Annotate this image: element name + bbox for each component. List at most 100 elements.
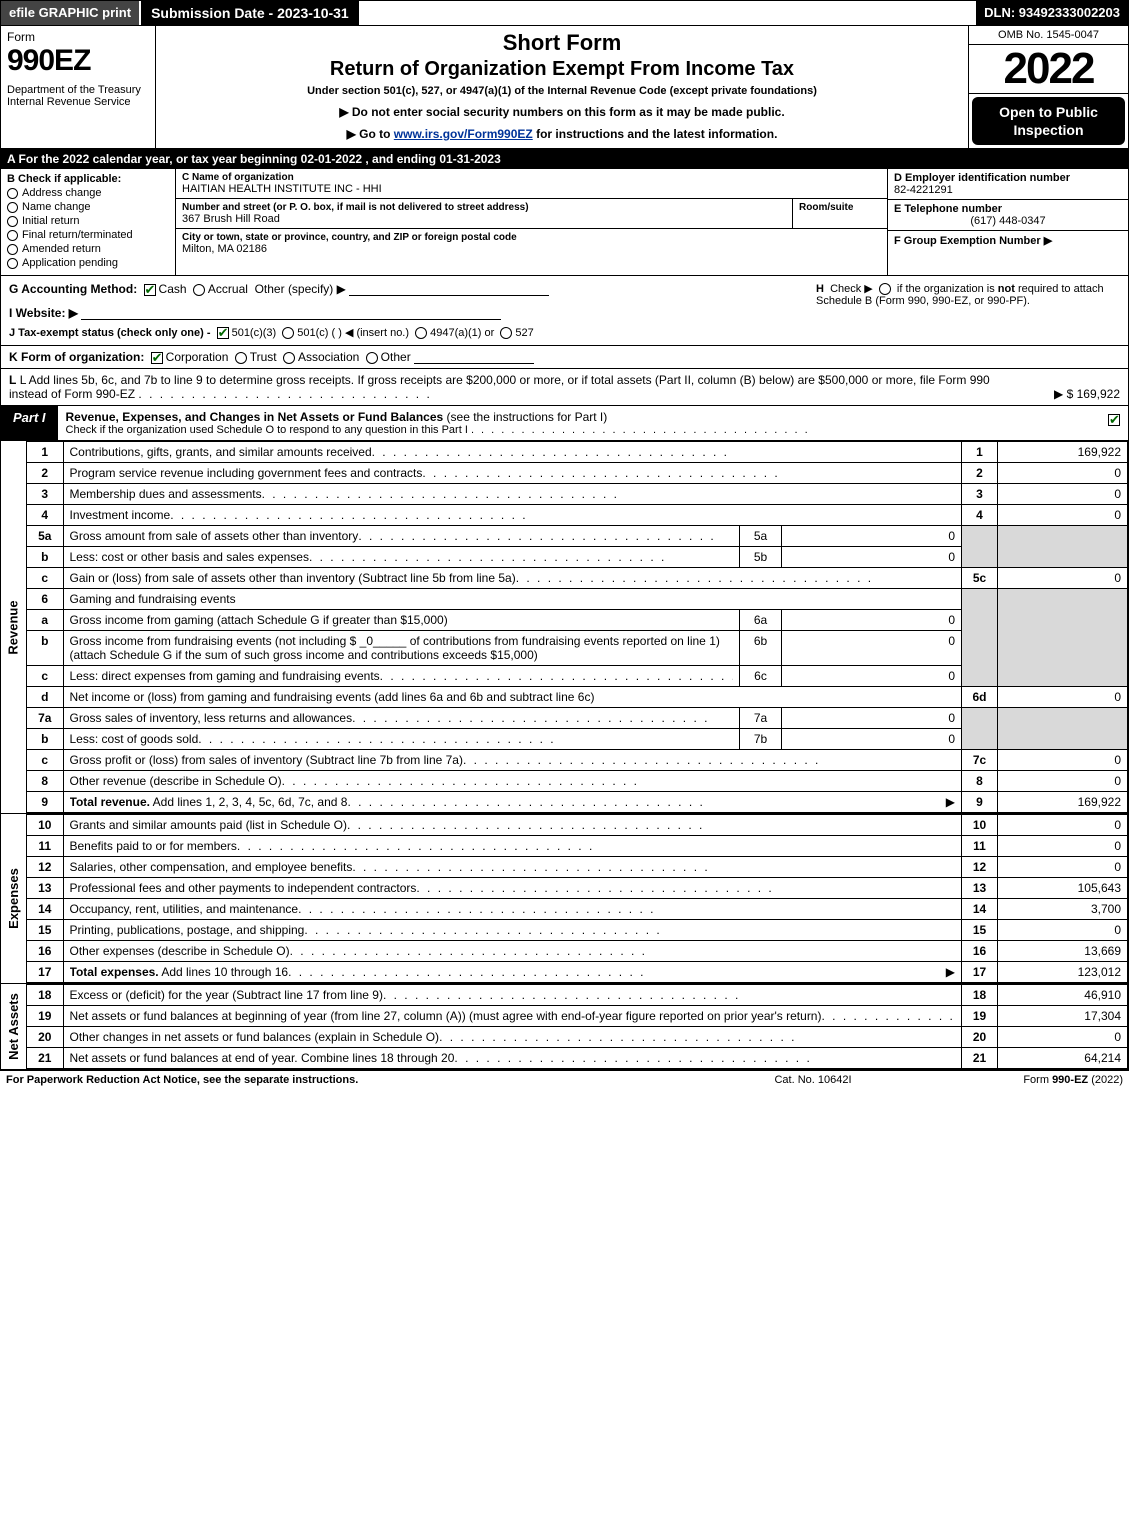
topbar-spacer: [361, 1, 976, 25]
c-name-row: C Name of organization HAITIAN HEALTH IN…: [176, 169, 887, 199]
line-14: 14 Occupancy, rent, utilities, and maint…: [27, 899, 1128, 920]
irs-link[interactable]: www.irs.gov/Form990EZ: [394, 127, 533, 141]
open-to-public: Open to Public Inspection: [972, 97, 1125, 145]
line-17: 17 Total expenses. Add lines 10 through …: [27, 962, 1128, 983]
vtab-revenue: Revenue: [1, 441, 27, 813]
phone-value: (617) 448-0347: [894, 215, 1122, 227]
line-13: 13 Professional fees and other payments …: [27, 878, 1128, 899]
line-5a: 5a Gross amount from sale of assets othe…: [27, 526, 1128, 547]
c-city-label: City or town, state or province, country…: [182, 232, 881, 243]
part-i-check[interactable]: [1100, 406, 1128, 440]
c-name-label: C Name of organization: [182, 172, 881, 183]
rd-4947[interactable]: [415, 327, 427, 339]
cb-corporation[interactable]: [151, 352, 163, 364]
line-7c: c Gross profit or (loss) from sales of i…: [27, 750, 1128, 771]
phone-label: E Telephone number: [894, 203, 1122, 215]
cb-initial-return[interactable]: Initial return: [7, 215, 169, 227]
submission-date: Submission Date - 2023-10-31: [139, 1, 361, 25]
rd-527[interactable]: [500, 327, 512, 339]
cb-final-return[interactable]: Final return/terminated: [7, 229, 169, 241]
rd-accrual[interactable]: [193, 284, 205, 296]
row-gh: G Accounting Method: Cash Accrual Other …: [0, 276, 1129, 346]
cb-501c3[interactable]: [217, 327, 229, 339]
d-ein-row: D Employer identification number 82-4221…: [888, 169, 1128, 200]
other-org-input[interactable]: [414, 350, 534, 364]
cb-address-change[interactable]: Address change: [7, 187, 169, 199]
vtab-netassets: Net Assets: [1, 984, 27, 1069]
g-accounting: G Accounting Method: Cash Accrual Other …: [9, 282, 800, 296]
website-input[interactable]: [81, 306, 501, 320]
expenses-table: 10 Grants and similar amounts paid (list…: [27, 814, 1128, 983]
other-specify-input[interactable]: [349, 282, 549, 296]
cb-application-pending[interactable]: Application pending: [7, 257, 169, 269]
instr2-post: for instructions and the latest informat…: [533, 127, 778, 141]
footer-catno: Cat. No. 10642I: [703, 1074, 923, 1086]
line-6d: d Net income or (loss) from gaming and f…: [27, 687, 1128, 708]
line-8: 8 Other revenue (describe in Schedule O)…: [27, 771, 1128, 792]
col-c-org: C Name of organization HAITIAN HEALTH IN…: [176, 169, 888, 275]
top-bar: efile GRAPHIC print Submission Date - 20…: [0, 0, 1129, 26]
col-d-ein: D Employer identification number 82-4221…: [888, 169, 1128, 275]
line-12: 12 Salaries, other compensation, and emp…: [27, 857, 1128, 878]
rd-501c[interactable]: [282, 327, 294, 339]
netassets-table: 18 Excess or (deficit) for the year (Sub…: [27, 984, 1128, 1069]
efile-label[interactable]: efile GRAPHIC print: [1, 1, 139, 25]
line-19: 19 Net assets or fund balances at beginn…: [27, 1006, 1128, 1027]
line-1: 1 Contributions, gifts, grants, and simi…: [27, 442, 1128, 463]
org-address: 367 Brush Hill Road: [182, 213, 786, 225]
line-18: 18 Excess or (deficit) for the year (Sub…: [27, 985, 1128, 1006]
line-5c: c Gain or (loss) from sale of assets oth…: [27, 568, 1128, 589]
short-form-title: Short Form: [164, 30, 960, 56]
c-addr-label: Number and street (or P. O. box, if mail…: [182, 202, 786, 213]
return-title: Return of Organization Exempt From Incom…: [164, 58, 960, 81]
line-15: 15 Printing, publications, postage, and …: [27, 920, 1128, 941]
part-i-title: Revenue, Expenses, and Changes in Net As…: [58, 406, 1100, 440]
cb-cash[interactable]: [144, 284, 156, 296]
rd-association[interactable]: [283, 352, 295, 364]
line-20: 20 Other changes in net assets or fund b…: [27, 1027, 1128, 1048]
row-l: L L Add lines 5b, 6c, and 7b to line 9 t…: [0, 369, 1129, 405]
row-l-amount: ▶ $ 169,922: [1000, 387, 1120, 401]
header-left: Form 990EZ Department of the Treasury In…: [1, 26, 156, 148]
form-header: Form 990EZ Department of the Treasury In…: [0, 26, 1129, 149]
ein-value: 82-4221291: [894, 184, 1122, 196]
rd-sched-b[interactable]: [879, 283, 891, 295]
b-heading: B Check if applicable:: [7, 173, 169, 185]
col-b-check: B Check if applicable: Address change Na…: [1, 169, 176, 275]
rd-trust[interactable]: [235, 352, 247, 364]
i-website: I Website: ▶: [9, 306, 800, 320]
part-i-tab: Part I: [1, 406, 58, 440]
org-name: HAITIAN HEALTH INSTITUTE INC - HHI: [182, 183, 881, 195]
instr-ssn: ▶ Do not enter social security numbers o…: [164, 105, 960, 119]
h-check: H Check ▶ if the organization is not req…: [808, 276, 1128, 345]
footer-paperwork: For Paperwork Reduction Act Notice, see …: [6, 1074, 703, 1086]
f-group-row: F Group Exemption Number ▶: [888, 231, 1128, 275]
instr-goto: ▶ Go to www.irs.gov/Form990EZ for instru…: [164, 127, 960, 141]
revenue-block: Revenue 1 Contributions, gifts, grants, …: [0, 441, 1129, 813]
line-6: 6 Gaming and fundraising events: [27, 589, 1128, 610]
expenses-block: Expenses 10 Grants and similar amounts p…: [0, 813, 1129, 983]
cb-amended-return[interactable]: Amended return: [7, 243, 169, 255]
line-7a: 7a Gross sales of inventory, less return…: [27, 708, 1128, 729]
part-i-header: Part I Revenue, Expenses, and Changes in…: [0, 405, 1129, 441]
rd-other-org[interactable]: [366, 352, 378, 364]
ein-label: D Employer identification number: [894, 172, 1122, 184]
line-11: 11 Benefits paid to or for members 11 0: [27, 836, 1128, 857]
e-phone-row: E Telephone number (617) 448-0347: [888, 200, 1128, 231]
line-10: 10 Grants and similar amounts paid (list…: [27, 815, 1128, 836]
section-bcd: B Check if applicable: Address change Na…: [0, 169, 1129, 276]
line-4: 4 Investment income 4 0: [27, 505, 1128, 526]
row-k: K Form of organization: Corporation Trus…: [0, 346, 1129, 369]
header-right: OMB No. 1545-0047 2022 Open to Public In…: [968, 26, 1128, 148]
tax-year: 2022: [969, 45, 1128, 94]
form-number: 990EZ: [7, 44, 149, 78]
dept-label: Department of the Treasury Internal Reve…: [7, 84, 149, 108]
gh-left: G Accounting Method: Cash Accrual Other …: [1, 276, 808, 345]
org-city: Milton, MA 02186: [182, 243, 881, 255]
page-footer: For Paperwork Reduction Act Notice, see …: [0, 1070, 1129, 1089]
c-addr-row: Number and street (or P. O. box, if mail…: [176, 199, 887, 229]
footer-formref: Form 990-EZ (2022): [923, 1074, 1123, 1086]
cb-name-change[interactable]: Name change: [7, 201, 169, 213]
line-21: 21 Net assets or fund balances at end of…: [27, 1048, 1128, 1069]
group-exemption-label: F Group Exemption Number ▶: [894, 235, 1052, 247]
